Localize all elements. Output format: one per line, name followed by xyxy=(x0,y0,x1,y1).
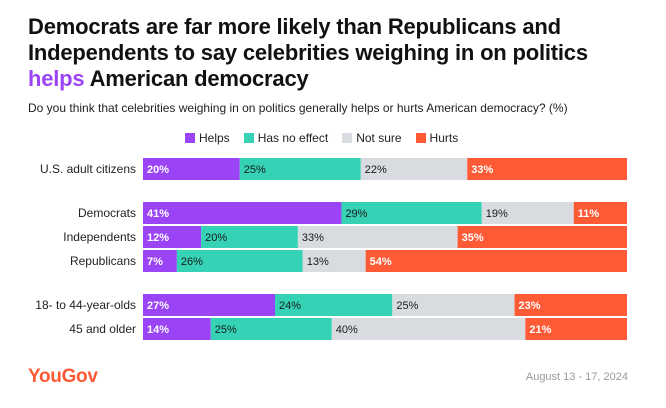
bar-segment-not-sure xyxy=(392,294,515,316)
data-label-no-effect: 26% xyxy=(181,256,203,268)
legend-item-not-sure: Not sure xyxy=(342,131,402,145)
bar-segment-no-effect xyxy=(341,202,482,224)
bar-segment-hurts xyxy=(457,226,627,248)
title-highlight: helps xyxy=(28,66,85,91)
data-label-hurts: 33% xyxy=(471,164,493,176)
data-label-helps: 27% xyxy=(147,300,169,312)
legend-label-helps: Helps xyxy=(199,131,230,145)
bar-segment-hurts xyxy=(514,294,627,316)
legend-swatch-no-effect xyxy=(243,133,254,143)
legend-item-hurts: Hurts xyxy=(415,131,459,145)
data-label-hurts: 35% xyxy=(462,232,484,244)
data-label-not-sure: 25% xyxy=(396,300,418,312)
category-label: Independents xyxy=(63,230,136,244)
bar-segment-hurts xyxy=(365,250,627,272)
legend-swatch-hurts xyxy=(415,133,426,143)
bar-segment-no-effect xyxy=(275,294,393,316)
data-label-no-effect: 25% xyxy=(244,164,266,176)
data-label-no-effect: 24% xyxy=(279,300,301,312)
legend-swatch-not-sure xyxy=(342,133,353,143)
data-label-not-sure: 33% xyxy=(302,232,324,244)
title-text-end: American democracy xyxy=(84,66,309,91)
legend-swatch-helps xyxy=(185,133,195,143)
bar-segment-not-sure xyxy=(297,226,458,248)
bar-segment-not-sure xyxy=(360,158,468,180)
legend-item-no-effect: Has no effect xyxy=(243,131,329,145)
data-label-helps: 12% xyxy=(147,232,169,244)
bar-segment-hurts xyxy=(467,158,627,180)
data-label-hurts: 54% xyxy=(370,256,392,268)
category-label: Democrats xyxy=(78,206,136,220)
bar-segment-helps xyxy=(143,158,240,180)
bar-segment-not-sure xyxy=(481,202,574,224)
data-label-not-sure: 19% xyxy=(486,208,508,220)
bar-segment-no-effect xyxy=(239,158,361,180)
category-label: 18- to 44-year-olds xyxy=(35,298,136,312)
data-label-hurts: 23% xyxy=(519,300,541,312)
bar-segment-no-effect xyxy=(176,250,303,272)
data-label-hurts: 11% xyxy=(578,208,600,220)
survey-date: August 13 - 17, 2024 xyxy=(525,371,628,383)
chart-subtitle: Do you think that celebrities weighing i… xyxy=(28,101,568,115)
stacked-bar-chart: U.S. adult citizens 20% 25% 22% 33% Democrats… xyxy=(35,158,627,340)
legend-label-no-effect: Has no effect xyxy=(257,131,329,145)
data-label-helps: 41% xyxy=(147,208,169,220)
bar-segment-helps xyxy=(143,202,342,224)
legend-item-helps: Helps xyxy=(185,131,230,145)
bar-segment-helps xyxy=(143,250,177,272)
legend: Helps Has no effect Not sure Hurts xyxy=(185,130,472,146)
data-label-helps: 20% xyxy=(147,164,169,176)
data-label-not-sure: 22% xyxy=(365,164,387,176)
bar-segment-no-effect xyxy=(210,318,332,340)
data-label-no-effect: 20% xyxy=(205,232,227,244)
data-label-no-effect: 29% xyxy=(345,208,367,220)
bar-segment-helps xyxy=(143,226,202,248)
data-label-not-sure: 40% xyxy=(336,324,358,336)
legend-label-hurts: Hurts xyxy=(429,131,459,145)
bar-segment-helps xyxy=(143,318,211,340)
category-label: Republicans xyxy=(70,254,136,268)
bar-segment-not-sure xyxy=(331,318,526,340)
data-label-helps: 7% xyxy=(147,256,163,268)
yougov-logo: YouGov xyxy=(28,366,98,387)
bar-segment-helps xyxy=(143,294,275,316)
bar-segment-hurts xyxy=(573,202,627,224)
bar-segment-no-effect xyxy=(201,226,298,248)
chart-title: Democrats are far more likely than Repub… xyxy=(28,14,648,92)
category-label: 45 and older xyxy=(69,322,136,336)
data-label-not-sure: 13% xyxy=(307,256,329,268)
title-text: Democrats are far more likely than Repub… xyxy=(28,14,588,65)
category-label: U.S. adult citizens xyxy=(40,162,136,176)
data-label-no-effect: 25% xyxy=(215,324,237,336)
data-label-hurts: 21% xyxy=(529,324,551,336)
legend-label-not-sure: Not sure xyxy=(356,131,402,145)
bar-segment-hurts xyxy=(525,318,627,340)
bar-segment-not-sure xyxy=(302,250,366,272)
data-label-helps: 14% xyxy=(147,324,169,336)
